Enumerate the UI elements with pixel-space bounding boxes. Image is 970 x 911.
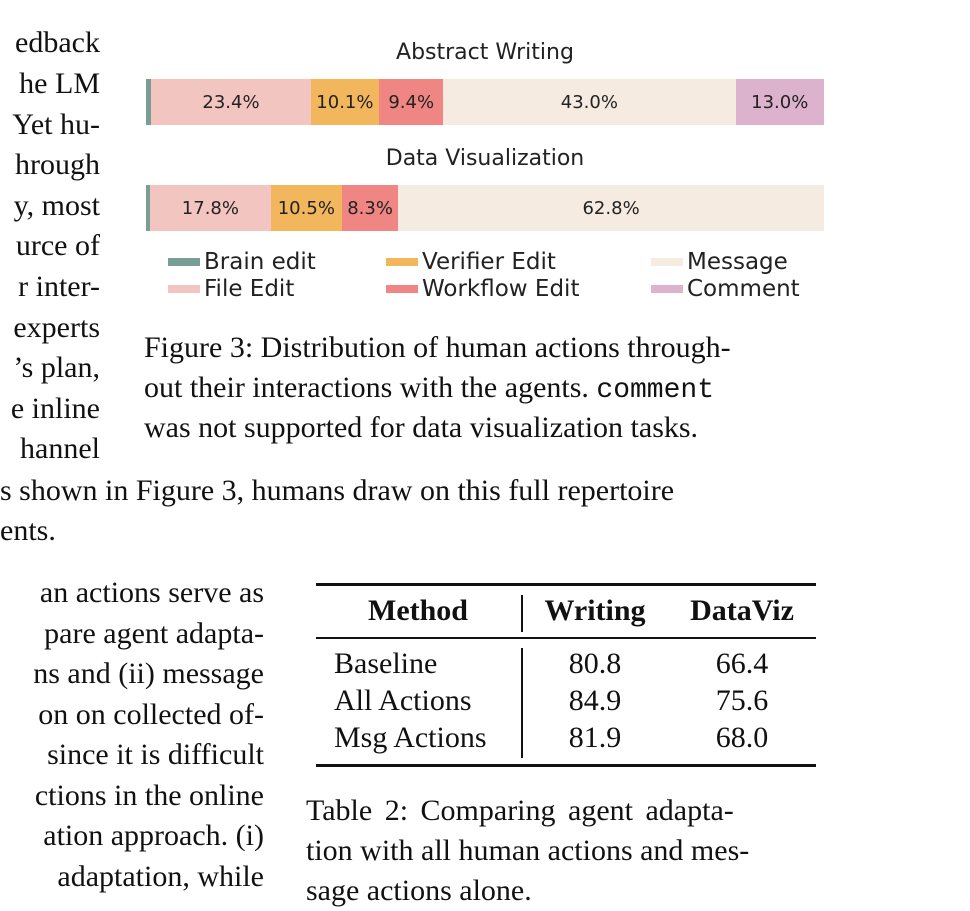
stacked-bar-dataviz: 17.8% 10.5% 8.3% 62.8%	[146, 185, 824, 231]
text-line: experts	[13, 311, 100, 344]
caption-line: tion with all human actions and mes-	[306, 834, 750, 867]
table-cell: 66.4	[715, 647, 769, 680]
text-line: ctions in the online	[34, 779, 264, 812]
text-line: edback	[15, 26, 100, 59]
legend-swatch	[651, 258, 683, 266]
text-line: he LM	[19, 67, 100, 100]
legend-label: File Edit	[204, 276, 295, 302]
text-line: ation approach. (i)	[43, 819, 264, 852]
bar-segment-file-edit: 17.8%	[150, 185, 271, 231]
legend-item: Workflow Edit	[386, 276, 579, 302]
caption-line: Table 2: Comparing agent adapta-	[306, 794, 734, 827]
text-line: urce of	[15, 229, 100, 262]
table-cell: All Actions	[334, 684, 472, 717]
table-cell: Msg Actions	[334, 721, 487, 754]
bar-segment-workflow-edit: 8.3%	[341, 185, 399, 231]
legend-swatch	[386, 258, 418, 266]
bar-data-label: 10.1%	[316, 91, 374, 113]
table-mid-rule	[316, 637, 816, 639]
bar-segment-comment: 13.0%	[735, 79, 824, 125]
text-line: on on collected of-	[38, 698, 264, 731]
bar-segment-brain-edit	[146, 79, 152, 125]
bar-data-label: 23.4%	[202, 91, 260, 113]
table-top-rule	[316, 583, 816, 586]
body-text-line: ents.	[0, 514, 56, 547]
caption-line: out their interactions with the agents. …	[144, 368, 714, 411]
legend-swatch	[651, 285, 683, 293]
table-bottom-rule	[316, 764, 816, 767]
table-cell: 75.6	[715, 684, 769, 717]
chart-title-writing: Abstract Writing	[396, 40, 574, 65]
bar-segment-message: 43.0%	[443, 79, 736, 125]
body-text-line: s shown in Figure 3, humans draw on this…	[0, 474, 675, 507]
text-line: Yet hu-	[12, 108, 100, 141]
bar-data-label: 43.0%	[560, 91, 618, 113]
caption-line: sage actions alone.	[306, 874, 532, 907]
legend-label: Brain edit	[204, 249, 316, 275]
legend-item: Brain edit	[168, 249, 316, 275]
bar-segment-message: 62.8%	[398, 185, 824, 231]
bar-segment-verifier-edit: 10.5%	[270, 185, 342, 231]
legend-item: Message	[651, 249, 788, 275]
bar-segment-workflow-edit: 9.4%	[379, 79, 444, 125]
legend-label: Comment	[687, 276, 800, 302]
table-header-cell: Writing	[544, 594, 646, 627]
legend-swatch	[386, 285, 418, 293]
caption-line: was not supported for data visualization…	[144, 411, 699, 444]
legend-label: Verifier Edit	[422, 249, 556, 275]
text-line: pare agent adapta-	[44, 617, 264, 650]
legend-item: Verifier Edit	[386, 249, 556, 275]
bar-data-label: 17.8%	[181, 197, 239, 219]
legend-swatch	[168, 258, 200, 266]
text-line: adaptation, while	[57, 860, 264, 893]
text-line: y, most	[13, 189, 100, 222]
chart-title-dataviz: Data Visualization	[385, 146, 585, 171]
text-line: e inline	[10, 392, 100, 425]
table-cell: 68.0	[715, 721, 769, 754]
text-line: hannel	[20, 432, 100, 465]
table-cell: 80.8	[568, 647, 622, 680]
text-line: ’s plan,	[13, 351, 100, 384]
text-line: hrough	[15, 148, 100, 181]
text-line: an actions serve as	[39, 576, 264, 609]
bar-segment-verifier-edit: 10.1%	[310, 79, 380, 125]
table-body-separator	[521, 648, 523, 758]
caption-line: Figure 3: Distribution of human actions …	[144, 331, 731, 364]
legend-item: Comment	[651, 276, 800, 302]
table-cell: Baseline	[334, 647, 438, 680]
bar-data-label: 9.4%	[388, 91, 435, 113]
text-line: ns and (ii) message	[33, 657, 264, 690]
legend-label: Workflow Edit	[422, 276, 580, 302]
text-line: r inter-	[18, 270, 100, 303]
table-header-cell: DataViz	[690, 594, 794, 627]
caption-text: out their interactions with the agents.	[144, 371, 597, 404]
table-header-cell: Method	[368, 594, 468, 627]
text-line: since it is difficult	[47, 738, 264, 771]
bar-segment-brain-edit	[146, 185, 151, 231]
bar-data-label: 10.5%	[277, 197, 335, 219]
legend-label: Message	[687, 249, 788, 275]
bar-segment-file-edit: 23.4%	[151, 79, 311, 125]
bar-data-label: 8.3%	[347, 197, 393, 219]
table-header-separator	[521, 595, 523, 632]
stacked-bar-writing: 23.4% 10.1% 9.4% 43.0% 13.0%	[146, 79, 824, 125]
table-cell: 81.9	[568, 721, 622, 754]
table-cell: 84.9	[568, 684, 622, 717]
legend-swatch	[168, 285, 200, 293]
caption-code: comment	[596, 375, 715, 406]
legend-item: File Edit	[168, 276, 294, 302]
bar-data-label: 62.8%	[582, 197, 640, 219]
bar-data-label: 13.0%	[751, 91, 809, 113]
